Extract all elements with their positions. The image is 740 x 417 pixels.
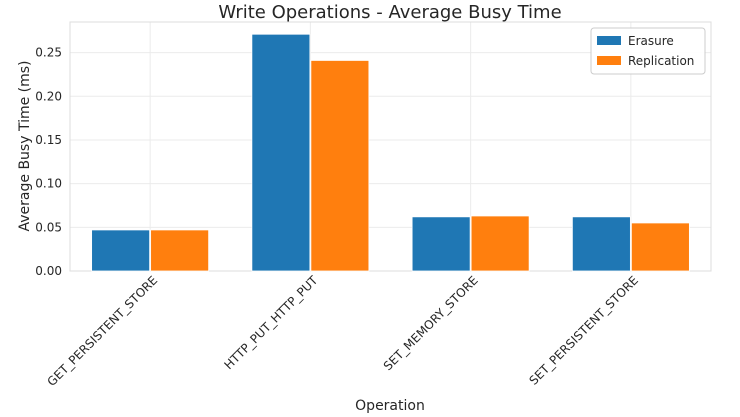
bar-replication-set_memory_store <box>470 215 530 272</box>
x-tick-label: GET_PERSISTENT_STORE <box>45 273 161 389</box>
chart-title: Write Operations - Average Busy Time <box>218 2 561 23</box>
bar-replication-set_persistent_store <box>630 222 690 272</box>
x-tick-label: SET_PERSISTENT_STORE <box>526 273 641 388</box>
legend-label-erasure: Erasure <box>628 34 674 48</box>
y-tick-label: 0.15 <box>35 133 62 147</box>
bar-replication-get_persistent_store <box>150 229 210 272</box>
y-axis-title: Average Busy Time (ms) <box>17 60 33 231</box>
bar-erasure-set_persistent_store <box>571 216 631 272</box>
legend-label-replication: Replication <box>628 54 694 68</box>
x-axis-ticks: GET_PERSISTENT_STORE HTTP_PUT_HTTP_PUT SET… <box>45 273 641 389</box>
legend-swatch-replication <box>597 56 621 65</box>
x-tick-label: HTTP_PUT_HTTP_PUT <box>221 273 321 373</box>
y-tick-label: 0.20 <box>35 89 62 103</box>
bars <box>91 33 690 272</box>
bar-replication-http_put_http_put <box>310 60 370 272</box>
y-tick-label: 0.10 <box>35 177 62 191</box>
y-tick-label: 0.05 <box>35 220 62 234</box>
x-tick-label: SET_MEMORY_STORE <box>381 273 481 373</box>
y-tick-label: 0.00 <box>35 264 62 278</box>
y-tick-label: 0.25 <box>35 46 62 60</box>
y-axis-ticks: 0.00 0.05 0.10 0.15 0.20 0.25 <box>35 46 62 278</box>
bar-erasure-http_put_http_put <box>251 33 311 272</box>
legend: Erasure Replication <box>590 27 706 75</box>
bar-erasure-get_persistent_store <box>91 229 151 272</box>
legend-swatch-erasure <box>597 36 621 45</box>
plot-frame <box>69 21 712 272</box>
x-axis-title: Operation <box>355 398 425 414</box>
bar-erasure-set_memory_store <box>411 216 471 272</box>
